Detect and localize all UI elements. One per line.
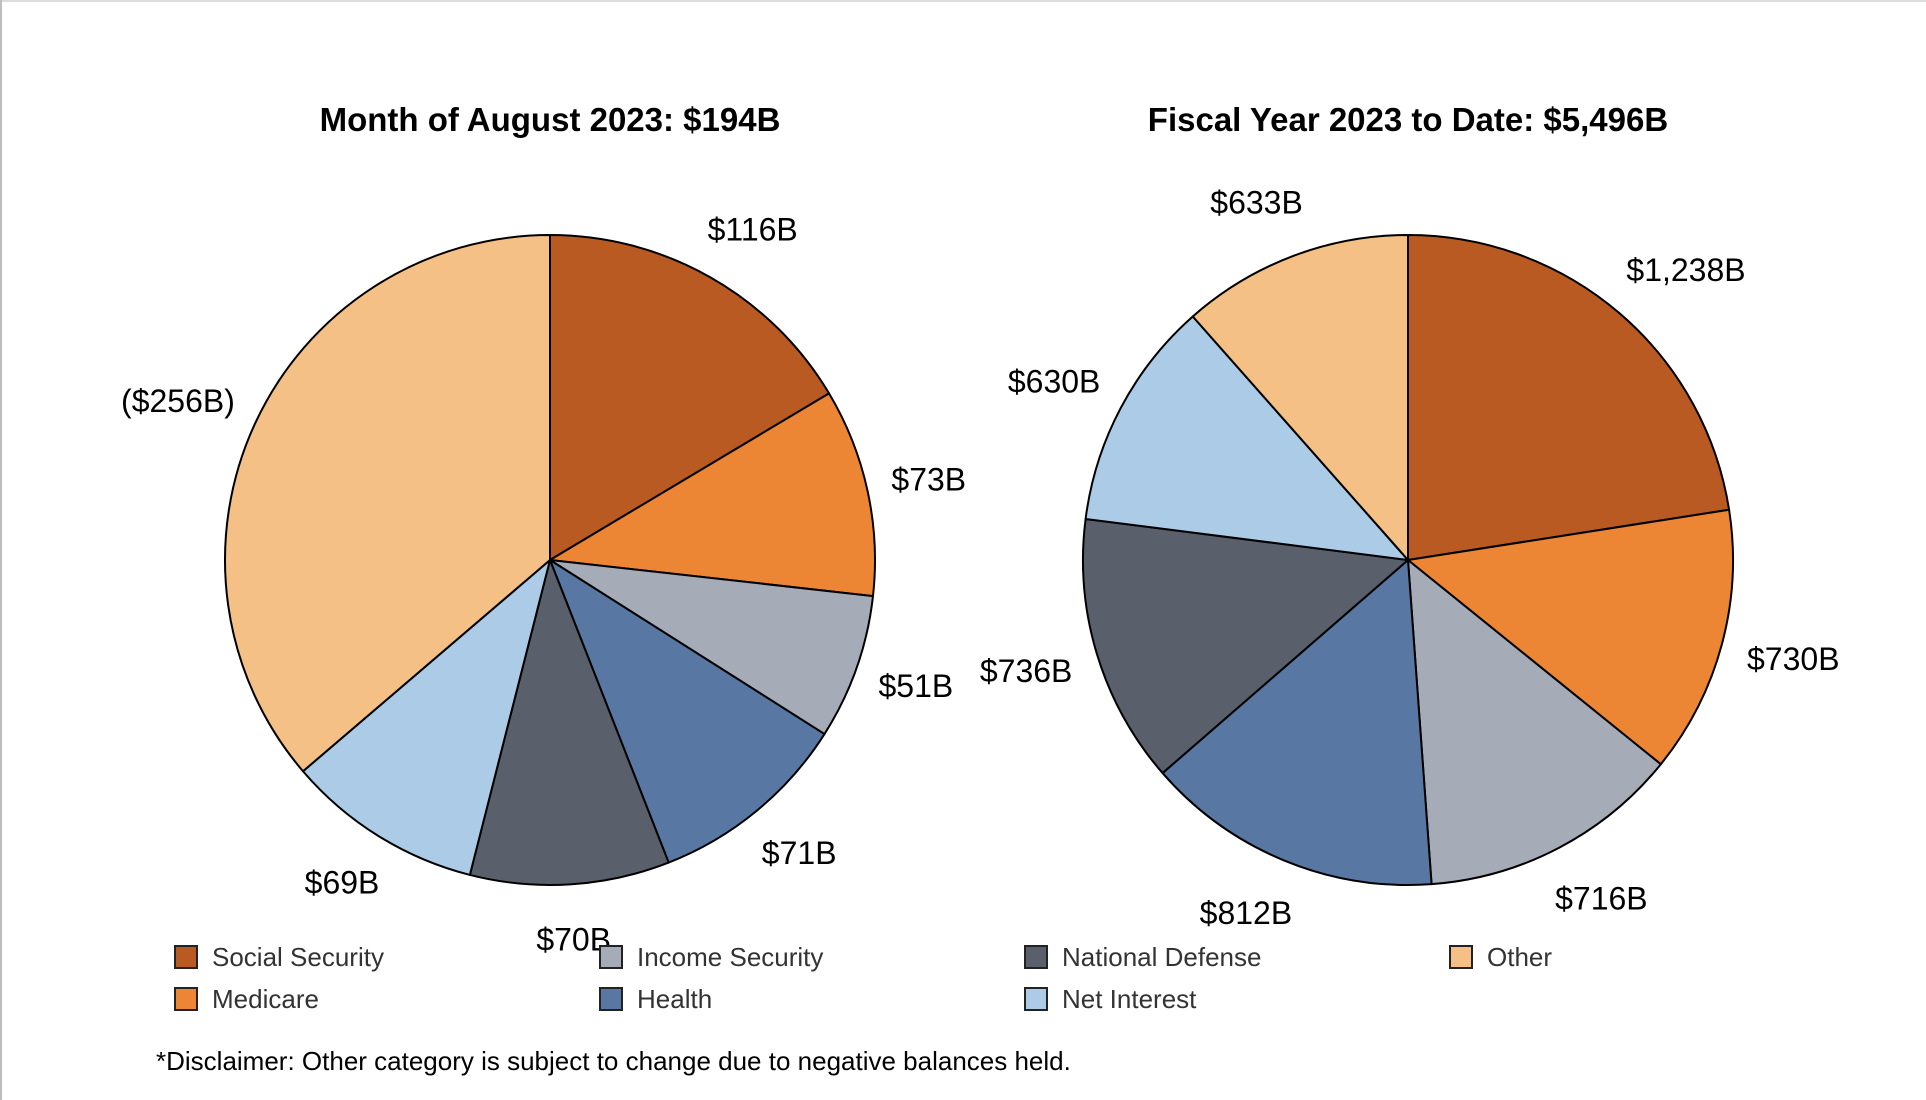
slice-label-net-interest: $630B: [1008, 363, 1101, 399]
slice-label-other: $633B: [1210, 185, 1303, 221]
august-2023-slice-labels: $116B $73B $51B $71B $70B $69B ($256B): [121, 212, 966, 958]
legend-label-net-interest: Net Interest: [1062, 983, 1197, 1014]
slice-label-health: $71B: [762, 835, 837, 871]
slice-label-social-security: $116B: [708, 212, 798, 248]
legend-swatch-net-interest: [1024, 987, 1048, 1011]
slice-label-national-defense: $70B: [536, 921, 611, 957]
slice-label-medicare: $730B: [1747, 641, 1840, 677]
page-top-border: [0, 0, 1926, 2]
pie-slice-social-security: [1407, 234, 1731, 561]
chart-legend: Social Security Income Security National…: [174, 940, 1774, 1030]
legend-swatch-health: [599, 987, 623, 1011]
slice-label-income-security: $716B: [1555, 881, 1648, 917]
fiscal-year-2023-slices: [1082, 234, 1734, 886]
pie-slice-income-security: [549, 559, 874, 736]
legend-label-health: Health: [637, 983, 713, 1014]
pie-slice-other: [1191, 234, 1409, 561]
page-left-border: [0, 0, 2, 1100]
slice-label-net-interest: $69B: [305, 865, 380, 901]
pie-slice-social-security: [549, 234, 831, 561]
pie-slice-other: [224, 234, 551, 773]
pie-slice-health: [549, 559, 826, 864]
pie-slice-national-defense: [1082, 517, 1409, 775]
slice-label-other: ($256B): [121, 383, 235, 419]
pie-slice-medicare: [549, 392, 876, 598]
legend-label-national-defense: National Defense: [1062, 941, 1262, 972]
legend-label-other: Other: [1487, 941, 1553, 972]
legend-item-net-interest: Net Interest: [1024, 982, 1196, 1016]
legend-swatch-income-security: [599, 945, 623, 969]
legend-swatch-national-defense: [1024, 945, 1048, 969]
disclaimer-note: *Disclaimer: Other category is subject t…: [156, 1046, 1071, 1076]
legend-item-national-defense: National Defense: [1024, 940, 1261, 974]
slice-label-national-defense: $736B: [980, 653, 1073, 689]
slice-label-health: $812B: [1200, 895, 1293, 931]
legend-label-social-security: Social Security: [212, 941, 384, 972]
legend-item-income-security: Income Security: [599, 940, 823, 974]
legend-swatch-social-security: [174, 945, 198, 969]
pie-slice-medicare: [1407, 508, 1734, 766]
fiscal-year-2023-chart-title: Fiscal Year 2023 to Date: $5,496B: [1148, 101, 1668, 138]
slice-label-income-security: $51B: [879, 668, 954, 704]
august-2023-slices: [224, 234, 876, 886]
pie-slice-national-defense: [468, 559, 670, 886]
legend-swatch-medicare: [174, 987, 198, 1011]
legend-label-medicare: Medicare: [212, 983, 319, 1014]
pie-slice-net-interest: [1084, 315, 1409, 561]
august-2023-chart-title: Month of August 2023: $194B: [320, 101, 781, 138]
pie-slice-health: [1161, 559, 1433, 886]
pie-slice-net-interest: [302, 559, 551, 876]
legend-item-social-security: Social Security: [174, 940, 384, 974]
slice-label-social-security: $1,238B: [1626, 252, 1745, 288]
fiscal-year-2023-pie-chart: Fiscal Year 2023 to Date: $5,496B $1,238…: [980, 101, 1840, 931]
legend-item-medicare: Medicare: [174, 982, 319, 1016]
legend-swatch-other: [1449, 945, 1473, 969]
legend-label-income-security: Income Security: [637, 941, 824, 972]
august-2023-pie-chart: Month of August 2023: $194B $116B $73B $51…: [121, 101, 966, 957]
legend-item-health: Health: [599, 982, 712, 1016]
pie-slice-income-security: [1407, 559, 1662, 886]
fiscal-year-2023-slice-labels: $1,238B $730B $716B $812B $736B $630B $633B: [980, 185, 1840, 931]
slice-label-medicare: $73B: [891, 462, 966, 498]
legend-item-other: Other: [1449, 940, 1552, 974]
